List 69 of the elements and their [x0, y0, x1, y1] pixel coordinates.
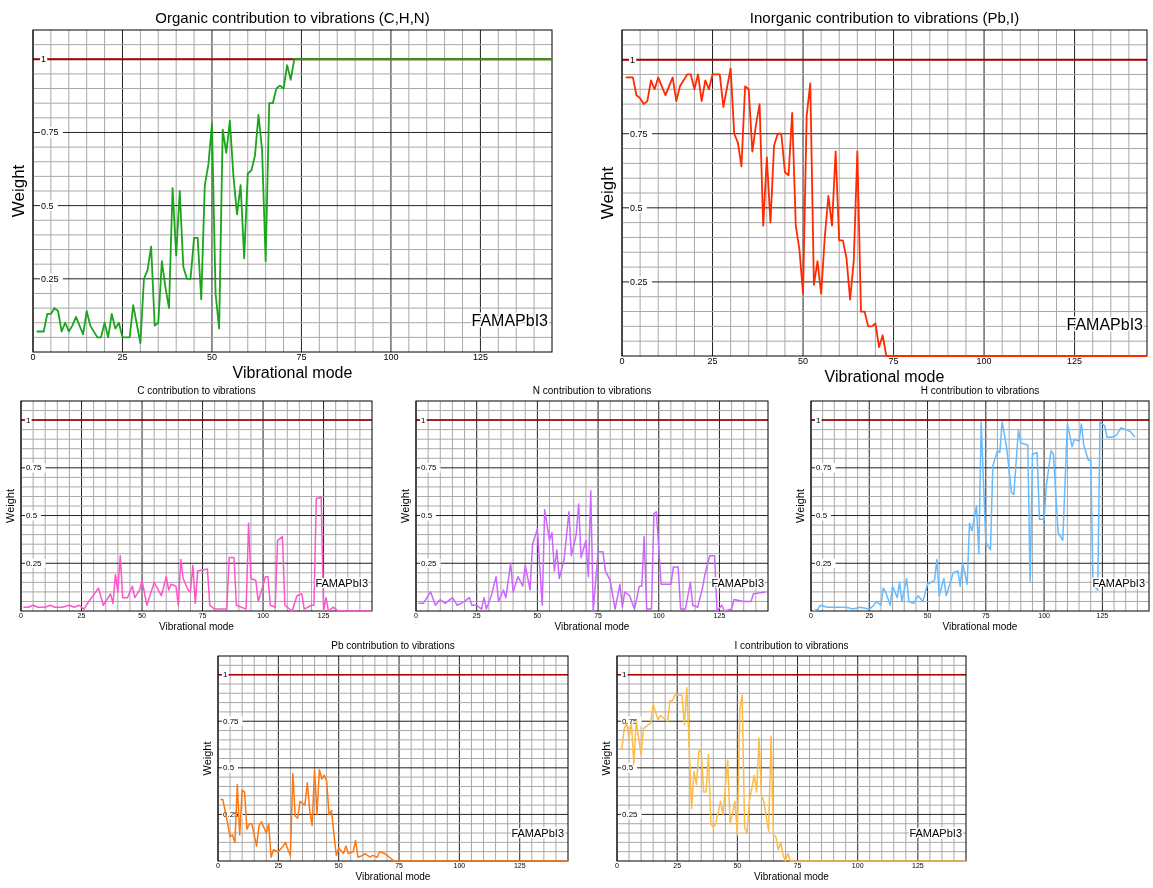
- y-tick-label: 0.5: [41, 200, 54, 211]
- annotation: FAMAPbI3: [909, 827, 962, 839]
- chart-title: Pb contribution to vibrations: [331, 640, 455, 651]
- y-axis-title: Weight: [598, 166, 617, 220]
- x-tick-label: 75: [296, 352, 307, 363]
- x-axis-title: Vibrational mode: [824, 368, 945, 385]
- x-tick-label: 50: [206, 352, 217, 363]
- chart-title: C contribution to vibrations: [137, 385, 256, 396]
- line-series: [219, 768, 569, 862]
- y-axis-title: Weight: [9, 164, 28, 218]
- y-tick-label: 0.75: [223, 716, 240, 726]
- x-tick-label: 100: [976, 356, 992, 367]
- y-tick-label: 1: [630, 54, 636, 65]
- y-tick-label: 0.25: [630, 276, 648, 287]
- y-tick-label: 0.25: [622, 809, 639, 819]
- x-tick-label: 125: [472, 352, 488, 363]
- line-series: [35, 58, 553, 345]
- x-axis-title: Vibrational mode: [554, 621, 630, 632]
- y-axis-title: Weight: [600, 741, 612, 776]
- chart-title: Inorganic contribution to vibrations (Pb,I): [749, 9, 1020, 26]
- x-tick-label: 125: [1067, 356, 1083, 367]
- y-tick-label: 0.75: [26, 463, 43, 473]
- y-tick-label: 0.75: [421, 463, 438, 473]
- y-tick-label: 0.25: [41, 273, 59, 284]
- chart-title: I contribution to vibrations: [734, 640, 849, 651]
- x-tick-label: 25: [117, 352, 128, 363]
- x-tick-label: 0: [619, 356, 625, 367]
- y-tick-label: 0.75: [816, 463, 833, 473]
- y-axis-title: Weight: [794, 488, 806, 524]
- line-series: [618, 686, 967, 862]
- y-axis-title: Weight: [399, 488, 411, 524]
- x-tick-label: 0: [30, 352, 36, 363]
- line-series: [624, 67, 1148, 357]
- y-tick-label: 1: [223, 670, 228, 680]
- x-axis-title: Vibrational mode: [159, 621, 235, 632]
- y-tick-label: 1: [26, 415, 31, 425]
- x-tick-label: 50: [798, 356, 809, 367]
- line-series: [22, 495, 373, 612]
- x-axis-title: Vibrational mode: [942, 621, 1018, 632]
- chart-title: N contribution to vibrations: [532, 385, 652, 396]
- y-tick-label: 0.25: [421, 558, 438, 568]
- line-series: [417, 489, 767, 612]
- y-axis-title: Weight: [4, 488, 16, 524]
- y-tick-label: 1: [622, 670, 627, 680]
- y-tick-label: 0.5: [223, 763, 235, 773]
- annotation: FAMAPbI3: [1066, 316, 1144, 333]
- chart-title: H contribution to vibrations: [920, 385, 1040, 396]
- x-tick-label: 75: [888, 356, 899, 367]
- y-tick-label: 0.25: [816, 558, 833, 568]
- y-tick-label: 1: [421, 415, 426, 425]
- y-tick-label: 0.5: [26, 511, 38, 521]
- y-tick-label: 0.75: [41, 127, 59, 138]
- annotation: FAMAPbI3: [471, 312, 549, 329]
- y-tick-label: 0.75: [630, 128, 648, 139]
- y-tick-label: 0.5: [816, 511, 828, 521]
- y-tick-label: 1: [41, 54, 47, 65]
- y-tick-label: 0.5: [630, 202, 643, 213]
- x-axis-title: Vibrational mode: [355, 871, 431, 882]
- y-tick-label: 1: [816, 415, 821, 425]
- x-axis-title: Vibrational mode: [232, 364, 353, 381]
- x-tick-label: 25: [707, 356, 718, 367]
- y-axis-title: Weight: [201, 741, 213, 776]
- annotation: FAMAPbI3: [511, 827, 564, 839]
- y-tick-label: 0.5: [622, 763, 634, 773]
- x-axis-title: Vibrational mode: [754, 871, 830, 882]
- chart-title: Organic contribution to vibrations (C,H,N): [155, 9, 430, 26]
- y-tick-label: 0.25: [26, 558, 43, 568]
- x-tick-label: 100: [383, 352, 399, 363]
- y-tick-label: 0.5: [421, 511, 433, 521]
